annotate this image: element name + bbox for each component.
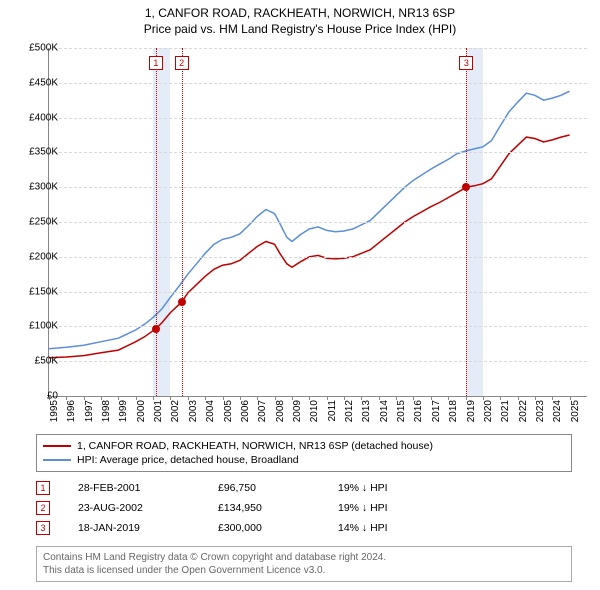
sales-row: 2 23-AUG-2002 £134,950 19% ↓ HPI	[36, 498, 438, 518]
gridline	[49, 326, 587, 327]
x-tick-label: 1998	[101, 400, 112, 422]
sale-date: 18-JAN-2019	[78, 522, 218, 534]
x-tick-label: 2012	[344, 400, 355, 422]
x-tick-label: 1996	[66, 400, 77, 422]
x-tick-label: 2016	[413, 400, 424, 422]
sale-marker-line	[156, 48, 157, 396]
legend-label: HPI: Average price, detached house, Broa…	[77, 454, 299, 466]
gridline	[49, 118, 587, 119]
x-tick-label: 1997	[84, 400, 95, 422]
x-tick-label: 2004	[205, 400, 216, 422]
x-tick-label: 1995	[49, 400, 60, 422]
sales-row: 1 28-FEB-2001 £96,750 19% ↓ HPI	[36, 478, 438, 498]
sale-number-box: 3	[36, 521, 50, 535]
y-tick-label: £150K	[14, 286, 58, 297]
x-tick-label: 2014	[379, 400, 390, 422]
x-tick-label: 2008	[275, 400, 286, 422]
x-tick-label: 2013	[361, 400, 372, 422]
sale-marker-line	[182, 48, 183, 396]
footer-line: This data is licensed under the Open Gov…	[43, 564, 565, 577]
x-tick-label: 2022	[518, 400, 529, 422]
x-tick-label: 1999	[118, 400, 129, 422]
legend-swatch	[43, 459, 71, 461]
x-tick-label: 2006	[240, 400, 251, 422]
sale-dot	[178, 298, 186, 306]
title-block: 1, CANFOR ROAD, RACKHEATH, NORWICH, NR13…	[0, 0, 600, 37]
x-tick-label: 2000	[136, 400, 147, 422]
gridline	[49, 187, 587, 188]
series-hpi	[49, 91, 570, 349]
y-tick-label: £400K	[14, 112, 58, 123]
y-tick-label: £450K	[14, 77, 58, 88]
title-subtitle: Price paid vs. HM Land Registry's House …	[0, 22, 600, 38]
sales-row: 3 18-JAN-2019 £300,000 14% ↓ HPI	[36, 518, 438, 538]
sale-marker-line	[466, 48, 467, 396]
legend-label: 1, CANFOR ROAD, RACKHEATH, NORWICH, NR13…	[77, 440, 433, 452]
x-tick-label: 2005	[223, 400, 234, 422]
legend-swatch	[43, 445, 71, 447]
x-tick-label: 2011	[327, 400, 338, 422]
gridline	[49, 48, 587, 49]
title-address: 1, CANFOR ROAD, RACKHEATH, NORWICH, NR13…	[0, 6, 600, 22]
series-price_paid	[49, 135, 570, 358]
y-tick-label: £50K	[14, 356, 58, 367]
chart-container: 1, CANFOR ROAD, RACKHEATH, NORWICH, NR13…	[0, 0, 600, 590]
x-tick-label: 2003	[188, 400, 199, 422]
gridline	[49, 222, 587, 223]
x-tick-label: 2018	[448, 400, 459, 422]
sale-marker-box: 2	[175, 56, 189, 70]
x-tick-label: 2020	[483, 400, 494, 422]
sale-marker-box: 1	[149, 56, 163, 70]
footer-line: Contains HM Land Registry data © Crown c…	[43, 551, 565, 564]
x-tick-label: 2001	[153, 400, 164, 422]
x-tick-label: 2017	[431, 400, 442, 422]
x-tick-label: 2009	[292, 400, 303, 422]
x-tick-label: 2007	[257, 400, 268, 422]
x-tick-label: 2002	[170, 400, 181, 422]
x-tick-label: 2024	[552, 400, 563, 422]
legend-item: HPI: Average price, detached house, Broa…	[43, 453, 565, 467]
sale-price: £134,950	[218, 502, 338, 514]
gridline	[49, 292, 587, 293]
sale-price: £96,750	[218, 482, 338, 494]
y-tick-label: £500K	[14, 43, 58, 54]
y-tick-label: £100K	[14, 321, 58, 332]
x-tick-label: 2025	[570, 400, 581, 422]
sale-diff: 19% ↓ HPI	[338, 482, 438, 494]
legend-item: 1, CANFOR ROAD, RACKHEATH, NORWICH, NR13…	[43, 439, 565, 453]
gridline	[49, 361, 587, 362]
x-tick-label: 2021	[500, 400, 511, 422]
x-tick-label: 2010	[309, 400, 320, 422]
sale-diff: 19% ↓ HPI	[338, 502, 438, 514]
y-tick-label: £250K	[14, 217, 58, 228]
gridline	[49, 257, 587, 258]
sales-table: 1 28-FEB-2001 £96,750 19% ↓ HPI 2 23-AUG…	[36, 478, 438, 538]
x-tick-label: 2023	[535, 400, 546, 422]
sale-diff: 14% ↓ HPI	[338, 522, 438, 534]
sale-number-box: 2	[36, 501, 50, 515]
x-tick-label: 2015	[396, 400, 407, 422]
legend: 1, CANFOR ROAD, RACKHEATH, NORWICH, NR13…	[36, 434, 572, 472]
sale-dot	[462, 183, 470, 191]
x-tick-label: 2019	[466, 400, 477, 422]
y-tick-label: £350K	[14, 147, 58, 158]
sale-dot	[152, 325, 160, 333]
y-tick-label: £200K	[14, 251, 58, 262]
sale-number-box: 1	[36, 481, 50, 495]
sale-date: 28-FEB-2001	[78, 482, 218, 494]
footer-attribution: Contains HM Land Registry data © Crown c…	[36, 546, 572, 582]
y-tick-label: £0	[14, 391, 58, 402]
gridline	[49, 83, 587, 84]
sale-marker-box: 3	[459, 56, 473, 70]
sale-price: £300,000	[218, 522, 338, 534]
gridline	[49, 152, 587, 153]
sale-date: 23-AUG-2002	[78, 502, 218, 514]
y-tick-label: £300K	[14, 182, 58, 193]
chart-plot-area: 1995199619971998199920002001200220032004…	[48, 48, 587, 397]
